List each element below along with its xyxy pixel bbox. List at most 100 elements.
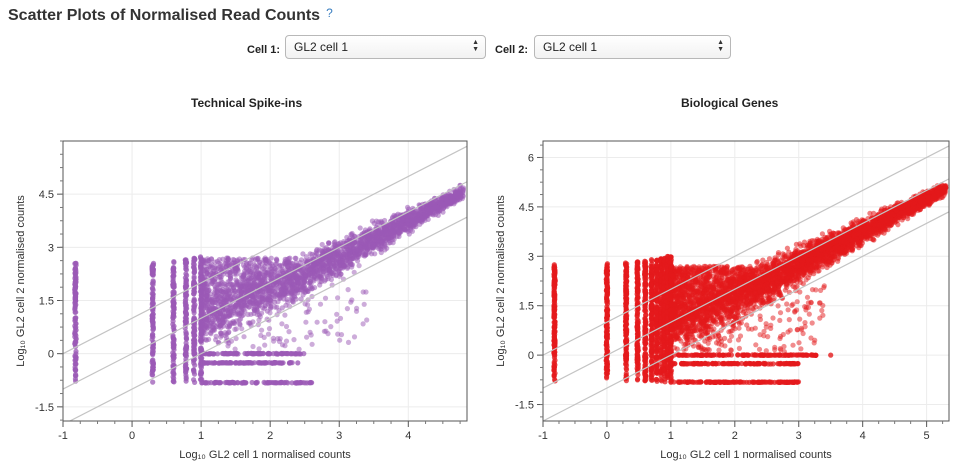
data-point (635, 283, 641, 289)
data-point (290, 351, 296, 357)
data-point (226, 324, 232, 330)
data-point (260, 289, 266, 295)
data-point (623, 346, 629, 352)
data-point (419, 215, 425, 221)
data-point (239, 326, 245, 332)
data-point (150, 364, 156, 370)
data-point (242, 276, 248, 282)
data-point (73, 295, 79, 301)
help-link[interactable]: ? (326, 6, 333, 20)
data-point (282, 343, 288, 349)
data-point (295, 277, 301, 283)
data-point (208, 256, 214, 262)
data-point (295, 351, 301, 357)
data-point (289, 279, 295, 285)
data-point (183, 376, 189, 382)
data-point (317, 279, 323, 285)
data-point (419, 207, 425, 213)
data-point (604, 292, 610, 298)
data-point (204, 270, 210, 276)
data-point (451, 198, 457, 205)
data-point (330, 272, 336, 278)
cell1-label: Cell 1: (247, 44, 281, 56)
data-point (232, 271, 238, 277)
data-point (212, 360, 218, 366)
data-point (233, 335, 239, 342)
data-point (219, 288, 225, 294)
data-point (648, 366, 654, 372)
data-point (623, 321, 629, 327)
data-point (198, 345, 204, 351)
data-point (150, 296, 156, 302)
data-point (199, 289, 205, 295)
data-point (203, 337, 210, 343)
data-point (282, 312, 288, 318)
data-point (316, 264, 322, 270)
data-point (199, 297, 205, 303)
data-point (634, 259, 641, 265)
data-point (362, 244, 368, 250)
data-point (413, 208, 419, 214)
data-point (73, 309, 79, 315)
data-point (233, 351, 239, 357)
data-point (409, 228, 415, 234)
plot-area (63, 145, 467, 421)
data-point (250, 272, 256, 278)
data-point (72, 334, 78, 340)
data-point (314, 259, 320, 265)
data-point (326, 259, 332, 265)
data-point (218, 301, 225, 307)
data-point (203, 379, 209, 386)
data-point (304, 287, 310, 293)
data-point (260, 351, 266, 357)
data-point (423, 213, 429, 219)
cell1-select[interactable]: GL2 cell 1 ▲ ▼ (285, 35, 486, 59)
data-point (301, 351, 307, 357)
data-point (378, 237, 384, 243)
data-point (199, 269, 205, 275)
data-point (452, 192, 458, 199)
data-point (385, 235, 391, 241)
data-point (360, 321, 366, 327)
data-point (337, 337, 343, 343)
data-point (648, 311, 655, 317)
data-point (212, 259, 218, 265)
data-point (191, 299, 197, 305)
data-point (72, 339, 78, 345)
data-point (383, 230, 389, 236)
cell2-select-value: GL2 cell 1 (543, 40, 598, 54)
cell2-select[interactable]: GL2 cell 1 ▲ ▼ (534, 35, 731, 59)
data-point (551, 330, 557, 336)
x-tick-label: 3 (336, 430, 342, 442)
data-point (284, 279, 290, 285)
data-point (635, 300, 641, 306)
data-point (235, 310, 241, 316)
x-tick-label: 1 (198, 430, 204, 442)
data-point (314, 319, 320, 325)
data-point (649, 268, 655, 274)
data-point (643, 376, 649, 382)
data-point (279, 321, 285, 327)
data-point (604, 261, 610, 267)
data-point (654, 349, 660, 355)
x-tick-label: 0 (129, 430, 135, 442)
data-point (184, 272, 190, 279)
data-point (624, 313, 630, 320)
data-point (551, 334, 557, 340)
data-point (208, 380, 214, 386)
data-point (228, 360, 234, 366)
y-tick-label: 0 (48, 349, 54, 361)
data-point (301, 279, 307, 285)
data-point (191, 316, 197, 322)
data-point (624, 329, 630, 335)
data-point (283, 338, 290, 344)
data-point (300, 251, 306, 257)
data-point (232, 346, 238, 352)
data-point (551, 355, 558, 361)
data-point (149, 333, 155, 339)
data-point (191, 332, 197, 339)
page-title: Scatter Plots of Normalised Read Counts? (8, 6, 333, 25)
data-point (338, 332, 345, 338)
data-point (427, 206, 433, 212)
